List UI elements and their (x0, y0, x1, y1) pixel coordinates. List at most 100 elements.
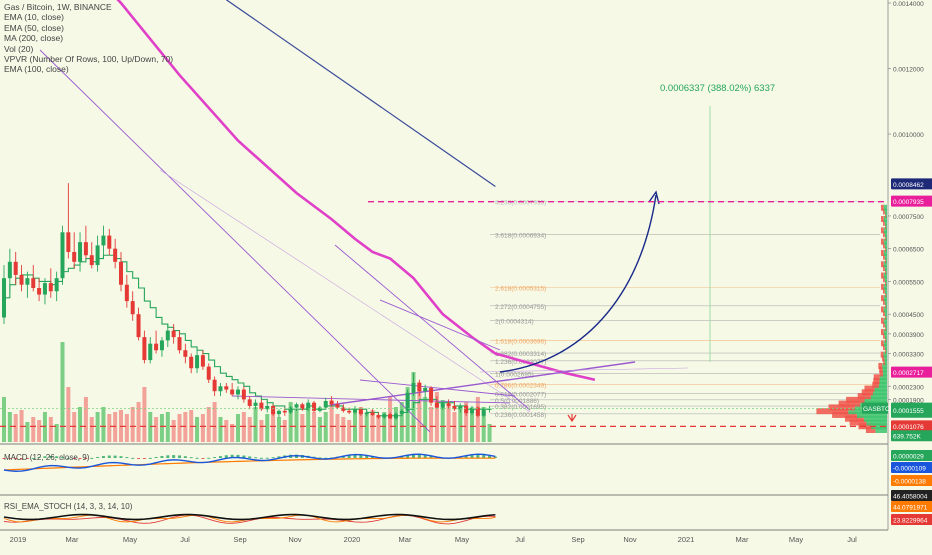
volume-bar (481, 407, 486, 442)
candle-body (124, 284, 129, 302)
profile-up (871, 423, 887, 430)
volume-bar (335, 414, 340, 442)
profile-up (884, 253, 887, 260)
profile-up (885, 223, 887, 230)
profile-up (885, 291, 887, 298)
profile-down (881, 295, 884, 302)
profile-up (884, 276, 887, 283)
candle-body (265, 405, 270, 410)
macd-hist-bar (195, 457, 199, 459)
rsi-badge: 23.8229964 (893, 518, 928, 525)
candle-body (54, 278, 59, 292)
rsi-label: RSI_EMA_STOCH (14, 3, 3, 14, 10) (4, 502, 133, 511)
time-label: 2019 (10, 535, 27, 544)
profile-down (828, 404, 855, 411)
price-axis[interactable]: 0.0014000 0.0012000 0.0010000 0.0007500 0.00… (888, 1, 924, 404)
profile-up (885, 246, 887, 253)
candle-body (101, 235, 106, 246)
profile-up (883, 329, 887, 336)
time-axis[interactable]: 2019 Mar May Jul Sep Nov 2020 Mar May Jul Sep Nov 20… (10, 535, 857, 544)
macd-hist-bar (218, 456, 222, 458)
volume-bar (288, 402, 293, 442)
profile-down (861, 389, 874, 396)
volume-bar (206, 407, 211, 442)
macd-hist-bar (137, 458, 141, 459)
profile-up (883, 227, 887, 234)
candle-body (288, 407, 293, 413)
macd-hist-bar (324, 457, 328, 459)
symbol-line[interactable]: Gas / Bitcoin, 1W, BINANCE (4, 2, 112, 12)
fib-level-label: 2.272(0.0004755) (495, 304, 546, 311)
legend-ema100[interactable]: EMA (100, close) (4, 64, 69, 75)
profile-up (885, 347, 887, 354)
profile-up (884, 231, 887, 238)
macd-hist-bar (201, 458, 205, 459)
legend-vpvr[interactable]: VPVR (Number Of Rows, 100, Up/Down, 70) (4, 54, 174, 65)
profile-up (884, 344, 887, 351)
legend-ema50[interactable]: EMA (50, close) (4, 22, 64, 33)
fib-level-label: 1(0.0002695) (495, 371, 534, 378)
candle-body (464, 405, 469, 414)
candle-body (358, 409, 363, 415)
candle-body (282, 410, 287, 413)
volume-bar (247, 417, 252, 442)
volume-bar (48, 417, 53, 442)
candle-body (353, 409, 357, 413)
profile-down (881, 261, 884, 268)
indicator-legend[interactable]: Gas / Bitcoin, 1W, BINANCE EMA (10, clos… (4, 2, 173, 75)
profile-down (883, 231, 885, 238)
volume-bar (136, 402, 141, 442)
volume-bar (177, 414, 182, 442)
volume-bar (195, 417, 200, 442)
profile-up (885, 336, 887, 343)
macd-hist-bar (265, 457, 269, 459)
profile-up (885, 268, 887, 275)
legend-ma200[interactable]: MA (200, close) (4, 33, 64, 44)
rsi-badge: 46.4058004 (893, 494, 928, 501)
candles[interactable] (2, 183, 492, 420)
profile-down (883, 321, 885, 328)
profile-down (883, 208, 885, 215)
price-label: 0.0006500 (893, 247, 924, 254)
candle-body (388, 414, 393, 419)
volume-bar (78, 407, 83, 442)
macd-hist-bar (125, 457, 129, 459)
profile-up (873, 389, 887, 396)
macd-hist-bar (131, 457, 135, 459)
candle-body (405, 392, 410, 411)
fib-level-label: 2.618(0.0005315) (495, 286, 546, 293)
macd-line (3, 453, 496, 472)
candle-body (481, 409, 486, 416)
profile-down (885, 246, 886, 253)
time-label: Nov (623, 535, 637, 544)
candle-body (171, 330, 176, 338)
volume-bar (376, 417, 381, 442)
profile-up (883, 283, 887, 290)
candle-body (376, 415, 381, 418)
candle-body (306, 402, 311, 410)
candle-body (335, 404, 340, 408)
profile-down (881, 227, 884, 234)
legend-ema10[interactable]: EMA (10, close) (4, 12, 64, 23)
fib-level-label: 3.618(0.0006934) (495, 232, 546, 239)
volume-bar (341, 417, 346, 442)
candle-body (470, 407, 474, 414)
time-label: May (455, 535, 469, 544)
legend-vol[interactable]: Vol (20) (4, 43, 34, 54)
macd-hist-bar (400, 456, 404, 458)
volume-bar (107, 414, 112, 442)
profile-down (881, 329, 884, 336)
candle-body (452, 405, 457, 410)
resistance-line-secondary (159, 169, 531, 413)
macd-hist-bar (107, 455, 111, 458)
time-label: Jul (847, 535, 857, 544)
volume-bar (89, 417, 94, 442)
candle-body (370, 412, 375, 416)
volume-bar (159, 414, 164, 442)
profile-up (885, 234, 887, 241)
profile-down (885, 268, 886, 275)
profile-up (885, 280, 887, 287)
long-trend-line (225, 0, 496, 187)
profile-up (883, 249, 887, 256)
rsi-line (3, 513, 496, 521)
